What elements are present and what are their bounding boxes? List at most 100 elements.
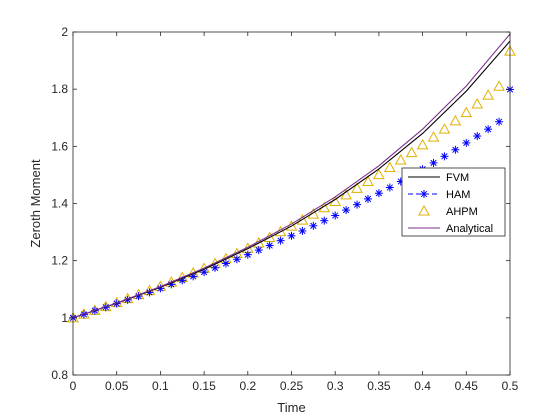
ham-point bbox=[374, 189, 383, 198]
ahpm-point bbox=[351, 182, 363, 193]
ahpm-point bbox=[427, 131, 440, 142]
legend: FVM HAM AHPM Analytical bbox=[401, 167, 506, 237]
x-tick-label: 0 bbox=[70, 379, 77, 393]
star-stroke bbox=[342, 206, 350, 214]
ham-legend-marker bbox=[420, 190, 428, 198]
ahpm-point bbox=[416, 138, 429, 150]
star-stroke bbox=[277, 237, 284, 244]
x-tick-label: 0.5 bbox=[502, 379, 519, 393]
ham-point bbox=[232, 255, 241, 264]
ham-point bbox=[353, 200, 362, 209]
ham-point bbox=[440, 152, 449, 161]
ham-point bbox=[462, 138, 471, 147]
ham-point bbox=[287, 231, 296, 240]
legend-item-analytical: Analytical bbox=[408, 223, 493, 235]
legend-label: AHPM bbox=[446, 206, 478, 218]
y-tick-label: 1.2 bbox=[51, 254, 68, 268]
x-axis-title: Time bbox=[277, 400, 305, 415]
x-tick-label: 0.25 bbox=[280, 379, 304, 393]
star-stroke bbox=[266, 242, 273, 249]
ahpm-point bbox=[405, 146, 418, 158]
star-stroke bbox=[430, 159, 437, 167]
ham-point bbox=[221, 259, 230, 268]
ham-point bbox=[276, 236, 285, 245]
x-tick-label: 0.1 bbox=[152, 379, 169, 393]
y-tick-label: 1 bbox=[61, 311, 68, 325]
star-stroke bbox=[463, 139, 470, 147]
ham-point bbox=[309, 221, 318, 230]
legend-label: FVM bbox=[446, 172, 469, 184]
ahpm-point bbox=[296, 214, 309, 225]
ahpm-point bbox=[362, 175, 374, 186]
axes-layer: 0 0.05 0.1 0.15 0.2 0.25 0.3 0.35 0.4 0.45 0.5 0.8 1… bbox=[51, 25, 518, 393]
star-stroke bbox=[200, 268, 208, 276]
ahpm-point bbox=[460, 106, 473, 118]
star-stroke bbox=[244, 251, 251, 258]
legend-box bbox=[401, 167, 506, 237]
star-stroke bbox=[190, 273, 197, 280]
star-stroke bbox=[420, 190, 428, 198]
star-stroke bbox=[299, 227, 306, 235]
y-tick-label: 1.4 bbox=[51, 197, 68, 211]
star-stroke bbox=[441, 153, 448, 160]
star-stroke bbox=[452, 146, 459, 153]
star-stroke bbox=[375, 190, 383, 197]
star-stroke bbox=[386, 184, 393, 191]
ahpm-point bbox=[307, 208, 320, 219]
legend-label: HAM bbox=[446, 189, 470, 201]
y-axis-title: Zeroth Moment bbox=[28, 159, 43, 248]
x-tick-label: 0.3 bbox=[327, 379, 344, 393]
ham-point bbox=[211, 263, 220, 272]
star-stroke bbox=[233, 256, 241, 263]
star-stroke bbox=[495, 118, 503, 125]
x-tick-label: 0.15 bbox=[192, 379, 216, 393]
star-stroke bbox=[474, 132, 481, 140]
y-tick-label: 0.8 bbox=[51, 368, 68, 382]
ham-point bbox=[265, 241, 274, 250]
analytical-line bbox=[72, 33, 511, 319]
ham-point bbox=[385, 183, 394, 192]
legend-item-ahpm: AHPM bbox=[418, 204, 478, 218]
ahpm-point bbox=[373, 168, 385, 180]
star-stroke bbox=[288, 232, 295, 239]
ahpm-point bbox=[482, 89, 494, 100]
ham-point bbox=[243, 250, 252, 259]
series-analytical bbox=[72, 33, 511, 319]
star-stroke bbox=[222, 260, 230, 267]
star-stroke bbox=[255, 246, 262, 254]
legend-item-fvm: FVM bbox=[408, 172, 469, 184]
y-tick-label: 2 bbox=[61, 25, 68, 39]
ham-point bbox=[331, 211, 340, 220]
ham-point bbox=[495, 117, 504, 126]
ahpm-point bbox=[340, 188, 352, 200]
star-stroke bbox=[332, 212, 339, 219]
star-stroke bbox=[211, 264, 219, 271]
star-stroke bbox=[484, 126, 492, 133]
ahpm-point bbox=[449, 114, 462, 126]
ham-point bbox=[429, 158, 438, 167]
star-stroke bbox=[321, 217, 328, 224]
ham-point bbox=[484, 125, 493, 134]
x-tick-label: 0.2 bbox=[239, 379, 256, 393]
legend-label: Analytical bbox=[446, 223, 493, 235]
ham-point bbox=[320, 216, 329, 225]
y-tick-label: 1.6 bbox=[51, 139, 68, 153]
ham-point bbox=[298, 226, 307, 235]
ahpm-point bbox=[471, 98, 484, 109]
ham-point bbox=[473, 132, 482, 141]
ham-point bbox=[363, 194, 372, 203]
ahpm-point bbox=[438, 123, 451, 134]
ahpm-point bbox=[493, 80, 505, 91]
ahpm-point bbox=[394, 154, 407, 165]
ahpm-point bbox=[383, 161, 396, 172]
star-stroke bbox=[353, 201, 361, 208]
ham-point bbox=[342, 206, 351, 215]
x-tick-label: 0.45 bbox=[455, 379, 479, 393]
ham-point bbox=[254, 246, 263, 255]
ahpm-legend-marker bbox=[418, 204, 430, 216]
legend-item-ham: HAM bbox=[408, 189, 470, 201]
ham-point bbox=[451, 145, 460, 154]
x-tick-label: 0.05 bbox=[105, 379, 129, 393]
x-tick-label: 0.35 bbox=[367, 379, 391, 393]
